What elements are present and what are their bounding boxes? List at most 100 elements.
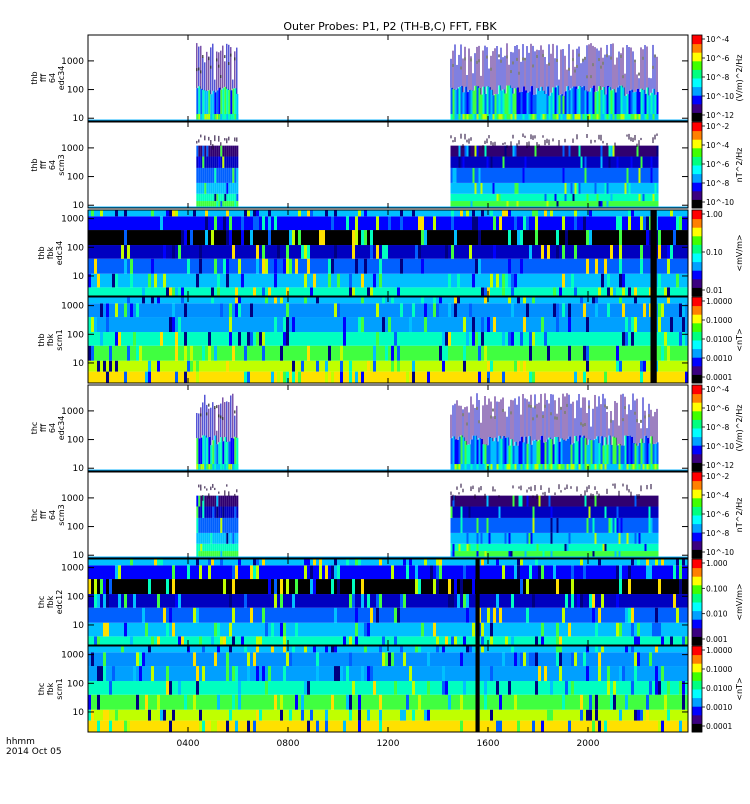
colorbar-tick-label: 0.1000: [706, 665, 732, 674]
colorbar-tick-label: 1.000: [706, 559, 728, 568]
colorbar-tick-label: 10^-8: [706, 73, 730, 82]
heatmap-thc-fbk-edc12: [88, 559, 688, 645]
y-label-line: fbk: [46, 246, 55, 259]
colorbar-tick-label: 0.01: [706, 286, 723, 295]
y-label-line: fff: [39, 424, 48, 433]
y-label-line: 64: [48, 73, 57, 83]
colorbar-tick-label: 10^-2: [706, 472, 730, 481]
y-tick-label: 10: [73, 708, 85, 718]
y-label-line: thc: [37, 683, 46, 696]
y-label-line: fff: [39, 161, 48, 170]
colorbar-tick-label: 0.10: [706, 248, 723, 257]
colorbar-tick-label: 10^-12: [706, 111, 734, 120]
colorbar-tick-label: 0.0010: [706, 703, 732, 712]
y-tick-label: 1000: [61, 407, 84, 417]
y-tick-label: 10: [73, 621, 85, 631]
colorbar-tick-label: 0.0001: [706, 722, 732, 731]
colorbar-tick-label: 0.0100: [706, 684, 732, 693]
y-label-line: thb: [37, 333, 46, 346]
y-tick-label: 100: [67, 86, 84, 96]
colorbar-tick-label: 10^-4: [706, 141, 730, 150]
x-tick-label: 2000: [577, 739, 600, 749]
y-label-line: thc: [30, 422, 39, 435]
y-tick-label: 10: [73, 272, 85, 282]
heatmap-thb-fbk-scm1: [88, 297, 688, 383]
x-tick-label: 1200: [377, 739, 400, 749]
y-label-line: scm3: [57, 154, 66, 175]
y-label-line: scm1: [55, 678, 64, 699]
y-tick-label: 10: [73, 114, 85, 124]
x-axis-label-line: 2014 Oct 05: [6, 747, 62, 757]
y-label-line: edc34: [55, 241, 64, 266]
y-label-line: edc34: [57, 66, 66, 91]
heatmap-thc-fbk-scm1: [88, 646, 688, 732]
y-tick-label: 100: [67, 330, 84, 340]
colorbar-tick-label: 1.0000: [706, 297, 732, 306]
colorbar-tick-label: 10^-2: [706, 122, 730, 131]
y-label-line: fff: [39, 511, 48, 520]
y-tick-label: 100: [67, 523, 84, 533]
colorbar-tick-label: 0.0001: [706, 373, 732, 382]
y-label-line: thc: [37, 596, 46, 609]
y-tick-label: 1000: [61, 215, 84, 225]
y-label-line: thb: [37, 246, 46, 259]
heatmap-thb-fft-scm3: [88, 133, 688, 208]
y-tick-label: 10: [73, 551, 85, 561]
y-label-line: scm1: [55, 329, 64, 350]
x-tick-label: 0800: [277, 739, 300, 749]
y-label-line: fbk: [46, 682, 55, 695]
y-tick-label: 10: [73, 359, 85, 369]
y-tick-label: 1000: [61, 57, 84, 67]
y-label-line: fbk: [46, 333, 55, 346]
y-tick-label: 10: [73, 201, 85, 211]
colorbar-label: (V/m)^2/Hz: [735, 405, 744, 452]
colorbar-tick-label: 10^-10: [706, 92, 734, 101]
colorbar-tick-label: 10^-10: [706, 198, 734, 207]
y-tick-label: 10: [73, 464, 85, 474]
x-tick-label: 1600: [477, 739, 500, 749]
colorbar-tick-label: 0.001: [706, 635, 728, 644]
colorbar-tick-label: 10^-8: [706, 423, 730, 432]
colorbar-tick-label: 10^-10: [706, 442, 734, 451]
colorbar-tick-label: 0.0100: [706, 335, 732, 344]
colorbar-tick-label: 10^-12: [706, 461, 734, 470]
colorbar-tick-label: 10^-6: [706, 160, 730, 169]
colorbar-tick-label: 0.100: [706, 584, 728, 593]
colorbar-tick-label: 1.0000: [706, 646, 732, 655]
colorbar-tick-label: 10^-6: [706, 510, 730, 519]
y-tick-label: 100: [67, 436, 84, 446]
colorbar-tick-label: 10^-4: [706, 35, 730, 44]
colorbar-label: <mV/m>: [735, 234, 744, 271]
colorbar-thc-fbk-edc12: 1.0000.1000.0100.001<mV/m>: [692, 559, 744, 646]
heatmap-thc-fft-edc34: [88, 393, 688, 471]
y-label-line: 64: [48, 160, 57, 170]
y-tick-label: 100: [67, 679, 84, 689]
heatmap-thb-fbk-edc34: [88, 210, 688, 296]
x-tick-label: 0400: [177, 739, 200, 749]
x-axis-label-line: hhmm: [6, 737, 35, 747]
colorbar-tick-label: 10^-8: [706, 179, 730, 188]
colorbar-tick-label: 10^-6: [706, 54, 730, 63]
y-label-line: thc: [30, 509, 39, 522]
y-label-line: edc34: [57, 416, 66, 441]
colorbar-tick-label: 0.010: [706, 610, 728, 619]
